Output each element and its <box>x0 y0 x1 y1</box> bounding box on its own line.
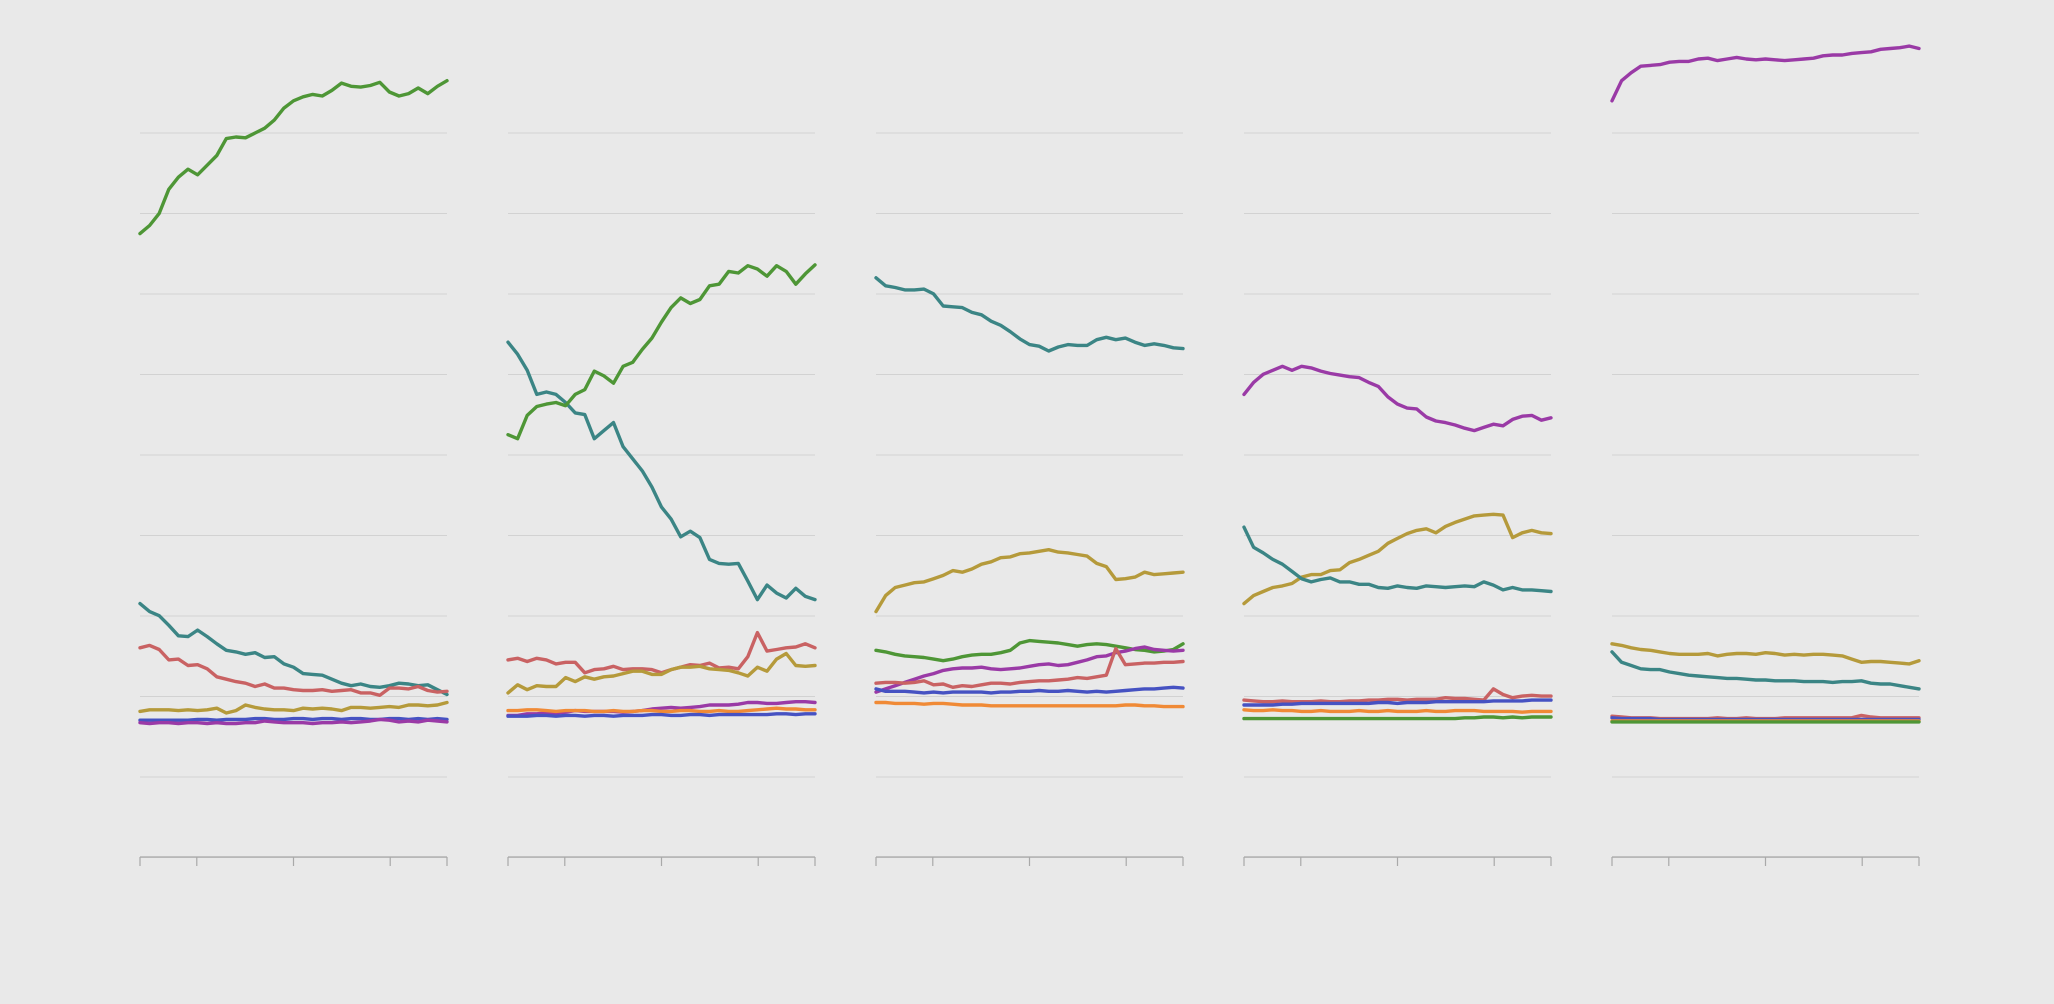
series-line-1 <box>138 79 449 236</box>
series-line-6 <box>506 706 817 714</box>
series-line-7 <box>506 712 817 718</box>
series-line-5 <box>1610 716 1921 722</box>
series-line-3 <box>138 643 449 697</box>
series-line-7 <box>1242 715 1553 721</box>
series-line-3 <box>1610 650 1921 691</box>
series-line-2 <box>874 548 1185 614</box>
series-line-7 <box>874 700 1185 709</box>
series-line-6 <box>1242 708 1553 714</box>
series-line-1 <box>874 276 1185 353</box>
panel-1 <box>138 79 449 866</box>
series-line-5 <box>1242 698 1553 707</box>
panel-4 <box>1242 132 1553 866</box>
panel-2 <box>506 132 817 866</box>
series-line-4 <box>138 700 449 715</box>
series-line-4 <box>506 651 817 695</box>
series-line-2 <box>506 263 817 441</box>
series-line-1 <box>1242 364 1553 433</box>
series-line-2 <box>1610 642 1921 666</box>
series-line-2 <box>1242 512 1553 606</box>
series-line-1 <box>506 340 817 602</box>
series-line-5 <box>874 646 1185 689</box>
series-line-2 <box>138 601 449 697</box>
series-line-6 <box>138 717 449 726</box>
series-line-6 <box>874 685 1185 695</box>
series-line-4 <box>1242 687 1553 704</box>
series-line-1 <box>1610 44 1921 103</box>
series-line-4 <box>874 645 1185 694</box>
series-line-5 <box>138 716 449 722</box>
series-line-3 <box>874 638 1185 663</box>
series-line-3 <box>1242 525 1553 594</box>
panel-5 <box>1610 44 1921 866</box>
panel-3 <box>874 132 1185 866</box>
